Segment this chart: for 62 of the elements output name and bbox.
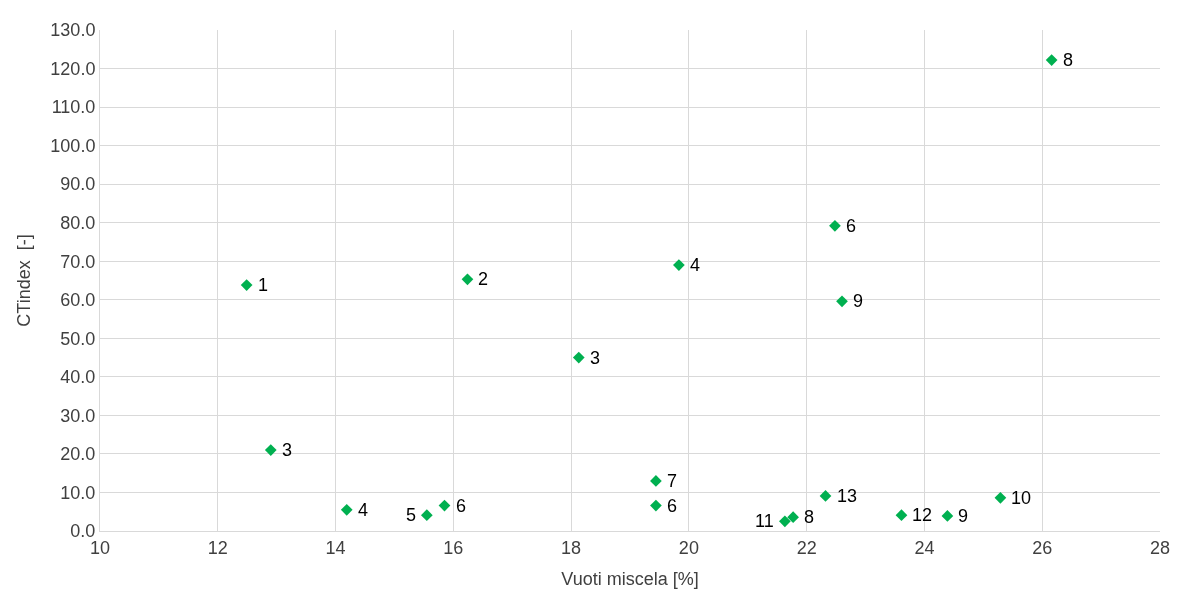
annotation: 4 [358,500,369,520]
annotation: 8 [804,507,815,527]
annotation: 4 [690,255,701,275]
x-tick-label: 28 [1149,537,1171,558]
point [340,503,353,516]
y-tick-label: 40.0 [60,367,96,388]
y-tick-label: 60.0 [60,290,96,311]
y-tick-label: 10.0 [60,482,96,503]
y-tick-label: 100.0 [50,135,96,156]
point [572,351,585,364]
point [836,295,848,308]
point [420,509,433,522]
point [1045,54,1058,66]
y-tick-label: 90.0 [60,174,96,195]
point [650,499,662,512]
point [787,511,799,523]
point [779,515,791,528]
annotation: 5 [406,505,417,525]
annotation: 6 [456,496,467,516]
annotation: 8 [1063,50,1074,70]
y-axis-title: CTindex [-] [13,234,34,327]
annotation: 3 [282,440,293,460]
x-tick-label: 14 [325,537,346,558]
y-tick-label: 110.0 [51,97,96,118]
annotation: 11 [755,511,774,531]
annotation: 2 [478,269,489,289]
annotation: 9 [853,291,864,311]
point [819,490,832,502]
annotation: 10 [1011,488,1032,508]
x-tick-label: 26 [1032,537,1053,558]
annotation: 7 [667,471,678,491]
y-tick-label: 20.0 [60,444,96,465]
x-tick-label: 18 [561,537,582,558]
x-tick-label: 12 [207,537,228,558]
x-tick-label: 16 [443,537,464,558]
x-axis-title: Vuoti miscela [%] [561,568,699,589]
y-tick-label: 50.0 [60,328,96,349]
y-tick-label: 130.0 [50,20,96,41]
y-tick-label: 80.0 [60,212,96,233]
x-tick-label: 22 [796,537,817,558]
point [994,492,1007,504]
point [941,510,954,522]
x-tick-label: 20 [678,537,699,558]
point [264,444,277,456]
annotation: 13 [837,486,858,506]
y-tick-label: 120.0 [50,58,96,79]
x-tick-label: 24 [914,537,935,558]
annotation: 1 [258,275,269,295]
point [461,273,474,286]
y-tick-label: 70.0 [60,251,96,272]
y-tick-label: 30.0 [60,405,96,426]
point [650,475,662,487]
point [829,219,841,232]
annotation: 12 [912,505,933,525]
point [895,509,908,522]
point [240,279,253,291]
point [438,499,451,512]
annotation: 3 [590,348,601,368]
annotation: 6 [846,216,857,236]
annotation: 6 [667,496,678,516]
point [673,259,685,271]
annotation: 9 [958,506,969,526]
